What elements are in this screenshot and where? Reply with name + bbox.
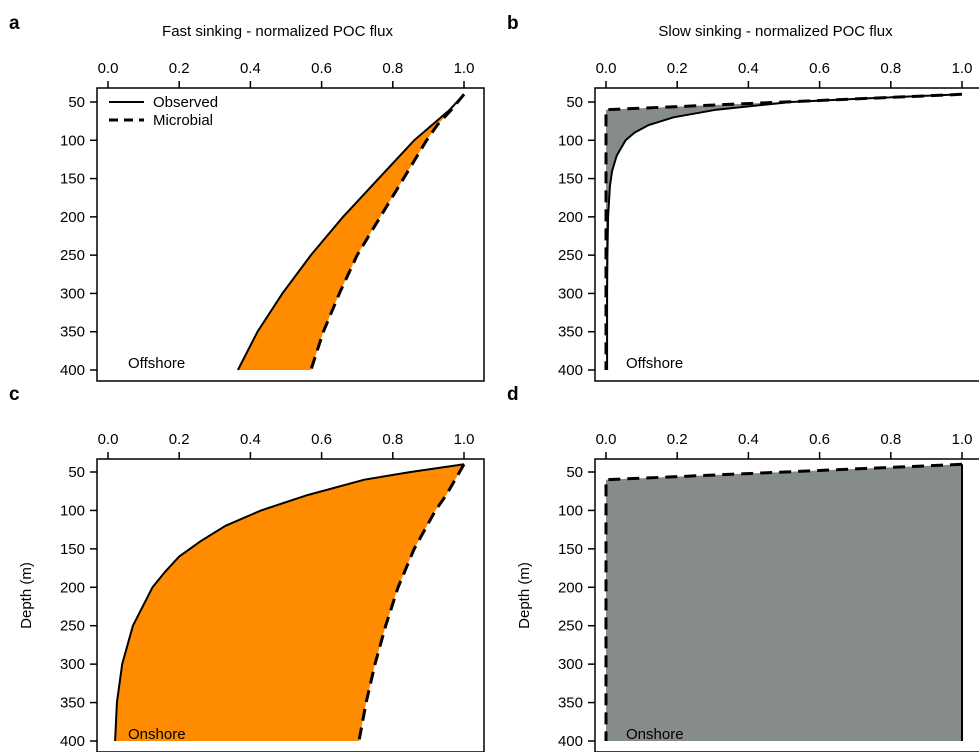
plot-frame bbox=[594, 458, 979, 752]
x-tick-label: 0.6 bbox=[311, 60, 332, 77]
y-tick-label: 150 bbox=[558, 171, 583, 188]
microbial-line bbox=[309, 93, 466, 371]
y-tick-label: 250 bbox=[558, 247, 583, 264]
region-label: Offshore bbox=[128, 355, 185, 372]
y-tick-label: 100 bbox=[60, 132, 85, 149]
shaded-area bbox=[237, 94, 464, 371]
region-label: Onshore bbox=[128, 726, 186, 743]
x-tick-label: 0.4 bbox=[240, 431, 261, 448]
y-tick-label: 50 bbox=[566, 94, 583, 111]
plot-frame bbox=[594, 87, 979, 382]
x-tick-label: 0.6 bbox=[311, 431, 332, 448]
x-tick-label: 0.0 bbox=[596, 431, 617, 448]
y-axis-label: Depth (m) bbox=[516, 562, 533, 629]
plot-frame bbox=[96, 458, 485, 752]
y-tick-label: 400 bbox=[558, 733, 583, 750]
panel-a: 0.0 0.2 0.4 0.6 0.8 1.0 50 100 150 200 250 300 350 40… bbox=[9, 13, 485, 382]
region-label: Offshore bbox=[626, 355, 683, 372]
panel-c: 0.0 0.2 0.4 0.6 0.8 1.0 50 100 150 200 250 300 350 40… bbox=[9, 384, 485, 752]
observed-line bbox=[114, 463, 465, 742]
y-tick-label: 50 bbox=[566, 464, 583, 481]
panel-letter: a bbox=[9, 13, 20, 34]
panel-letter: c bbox=[9, 384, 20, 405]
y-tick-label: 250 bbox=[60, 247, 85, 264]
y-tick-label: 300 bbox=[558, 285, 583, 302]
x-tick-label: 0.0 bbox=[98, 431, 119, 448]
y-tick-label: 200 bbox=[60, 209, 85, 226]
microbial-line bbox=[357, 463, 466, 742]
x-tick-label: 0.4 bbox=[738, 60, 759, 77]
y-tick-label: 350 bbox=[60, 695, 85, 712]
y-tick-label: 350 bbox=[558, 695, 583, 712]
observed-line bbox=[237, 93, 465, 371]
shaded-area bbox=[606, 94, 962, 371]
y-tick-label: 100 bbox=[558, 502, 583, 519]
x-tick-label: 0.8 bbox=[880, 60, 901, 77]
legend-entry: Microbial bbox=[153, 112, 213, 129]
x-tick-label: 0.4 bbox=[738, 431, 759, 448]
y-axis-label: Depth (m) bbox=[18, 562, 35, 629]
x-tick-label: 0.2 bbox=[667, 60, 688, 77]
x-tick-label: 0.0 bbox=[596, 60, 617, 77]
shaded-area bbox=[115, 464, 464, 741]
panel-letter: b bbox=[507, 13, 519, 34]
panel-letter: d bbox=[507, 384, 519, 405]
y-tick-label: 100 bbox=[558, 132, 583, 149]
x-tick-label: 0.6 bbox=[809, 60, 830, 77]
x-tick-label: 1.0 bbox=[454, 431, 475, 448]
y-tick-label: 350 bbox=[558, 324, 583, 341]
y-tick-label: 400 bbox=[60, 733, 85, 750]
y-tick-label: 100 bbox=[60, 502, 85, 519]
region-label: Onshore bbox=[626, 726, 684, 743]
y-tick-label: 200 bbox=[558, 209, 583, 226]
y-tick-label: 300 bbox=[60, 285, 85, 302]
y-tick-label: 150 bbox=[60, 541, 85, 558]
plot-frame bbox=[96, 87, 485, 382]
x-tick-label: 0.2 bbox=[169, 60, 190, 77]
observed-line bbox=[606, 93, 963, 370]
legend-entry: Observed bbox=[153, 94, 218, 111]
y-tick-label: 150 bbox=[60, 171, 85, 188]
x-tick-label: 0.8 bbox=[382, 431, 403, 448]
x-tick-label: 1.0 bbox=[454, 60, 475, 77]
chart-title: Slow sinking - normalized POC flux bbox=[658, 23, 893, 40]
x-tick-label: 1.0 bbox=[952, 431, 973, 448]
shaded-area bbox=[606, 464, 962, 741]
y-tick-label: 250 bbox=[558, 618, 583, 635]
y-tick-label: 50 bbox=[68, 94, 85, 111]
y-tick-label: 400 bbox=[60, 362, 85, 379]
microbial-line bbox=[604, 462, 963, 741]
y-tick-label: 200 bbox=[558, 579, 583, 596]
panel-d: 0.0 0.2 0.4 0.6 0.8 1.0 50 100 150 200 250 300 350 40… bbox=[507, 384, 979, 752]
y-tick-label: 50 bbox=[68, 464, 85, 481]
x-tick-label: 1.0 bbox=[952, 60, 973, 77]
chart-title: Fast sinking - normalized POC flux bbox=[162, 23, 393, 40]
y-tick-label: 300 bbox=[60, 656, 85, 673]
x-tick-label: 0.2 bbox=[169, 431, 190, 448]
x-tick-label: 0.4 bbox=[240, 60, 261, 77]
y-tick-label: 400 bbox=[558, 362, 583, 379]
x-tick-label: 0.6 bbox=[809, 431, 830, 448]
y-tick-label: 350 bbox=[60, 324, 85, 341]
x-tick-label: 0.2 bbox=[667, 431, 688, 448]
y-tick-label: 250 bbox=[60, 618, 85, 635]
x-tick-label: 0.8 bbox=[880, 431, 901, 448]
x-tick-label: 0.0 bbox=[98, 60, 119, 77]
y-tick-label: 300 bbox=[558, 656, 583, 673]
microbial-line bbox=[604, 92, 963, 370]
y-tick-label: 200 bbox=[60, 579, 85, 596]
x-tick-label: 0.8 bbox=[382, 60, 403, 77]
panel-b: 0.0 0.2 0.4 0.6 0.8 1.0 50 100 150 200 250 300 350 40… bbox=[507, 13, 979, 382]
y-tick-label: 150 bbox=[558, 541, 583, 558]
